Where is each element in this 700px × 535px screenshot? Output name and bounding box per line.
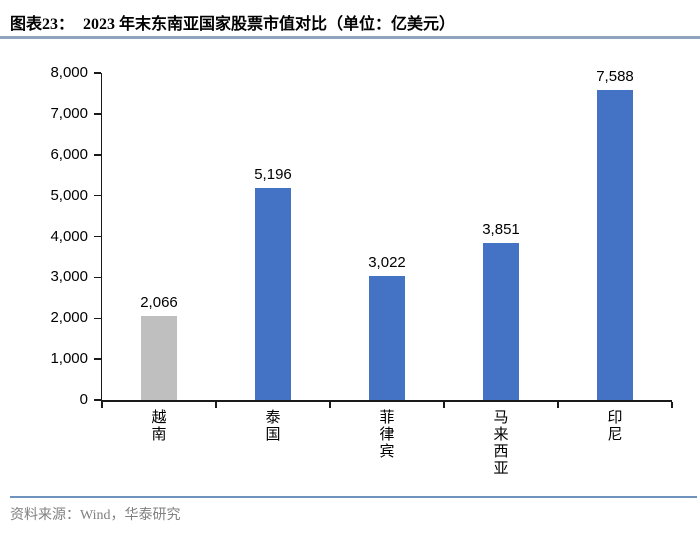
bar: [255, 187, 291, 400]
y-tick-label: 1,000: [50, 350, 88, 368]
x-tick-label-char: 国: [265, 427, 281, 443]
x-tick-label-char: 亚: [493, 461, 509, 477]
x-tick-label-char: 南: [151, 427, 167, 443]
x-tick-label: 印尼: [585, 410, 645, 444]
y-axis-tick: [94, 194, 101, 197]
y-tick-label: 7,000: [50, 104, 88, 122]
bar-chart: 0 1,000 2,000 3,000 4,000 5,000 6,000 7,000 8,00…: [50, 64, 673, 478]
x-tick-label-char: 尼: [607, 427, 623, 443]
x-tick-label-char: 马: [493, 410, 509, 426]
y-axis-tick: [94, 72, 101, 74]
bar-value-label: 2,066: [140, 293, 178, 311]
y-axis-tick: [94, 358, 101, 360]
x-tick-label-char: 泰: [265, 410, 281, 426]
footer-divider: [10, 496, 697, 498]
figure-caption: 2023 年末东南亚国家股票市值对比（单位：亿美元）: [83, 16, 456, 33]
y-tick-label: 6,000: [50, 145, 88, 163]
y-tick-label: 4,000: [50, 227, 88, 245]
x-axis-tick: [329, 401, 331, 408]
title-divider: [0, 36, 700, 39]
bar-value-label: 7,588: [596, 67, 634, 85]
x-tick-label-char: 来: [493, 427, 509, 443]
y-tick-label: 3,000: [50, 268, 88, 286]
y-axis-tick: [94, 235, 101, 238]
source-note: 资料来源：Wind，华泰研究: [10, 508, 181, 523]
x-tick-label-char: 越: [151, 410, 167, 426]
x-axis-line: [100, 400, 672, 402]
x-tick-label-char: 律: [379, 427, 395, 443]
x-tick-label: 泰国: [243, 410, 303, 444]
y-axis-line: [100, 73, 102, 400]
x-axis-tick: [215, 401, 217, 408]
x-tick-label-char: 菲: [379, 410, 395, 426]
x-axis-tick: [443, 401, 445, 408]
y-tick-label: 2,000: [50, 309, 88, 327]
x-tick-label: 越南: [129, 410, 189, 444]
x-axis-tick: [671, 401, 673, 408]
x-tick-label-char: 宾: [379, 444, 395, 460]
x-tick-label: 马来西亚: [471, 410, 531, 478]
bar: [369, 276, 405, 400]
x-tick-label-char: 印: [607, 410, 623, 426]
figure-number: 图表23：: [10, 16, 75, 33]
x-axis-tick: [557, 401, 559, 408]
x-tick-label-char: 西: [493, 444, 509, 460]
x-axis-tick: [101, 401, 103, 408]
x-tick-label: 菲律宾: [357, 410, 417, 461]
bar: [483, 242, 519, 400]
y-axis-tick: [94, 154, 101, 156]
figure-title: 图表23： 2023 年末东南亚国家股票市值对比（单位：亿美元）: [10, 10, 455, 34]
bar: [141, 315, 177, 400]
bar-value-label: 3,851: [482, 220, 520, 238]
y-tick-label: 5,000: [50, 186, 88, 204]
bar: [597, 89, 633, 400]
bar-value-label: 5,196: [254, 165, 292, 183]
y-axis-tick: [94, 113, 101, 115]
y-axis-tick: [94, 317, 101, 319]
bar-value-label: 3,022: [368, 254, 406, 272]
y-axis-tick: [94, 399, 101, 401]
y-tick-label: 8,000: [50, 64, 88, 81]
y-tick-label: 0: [79, 391, 88, 408]
y-axis-tick: [94, 276, 101, 279]
